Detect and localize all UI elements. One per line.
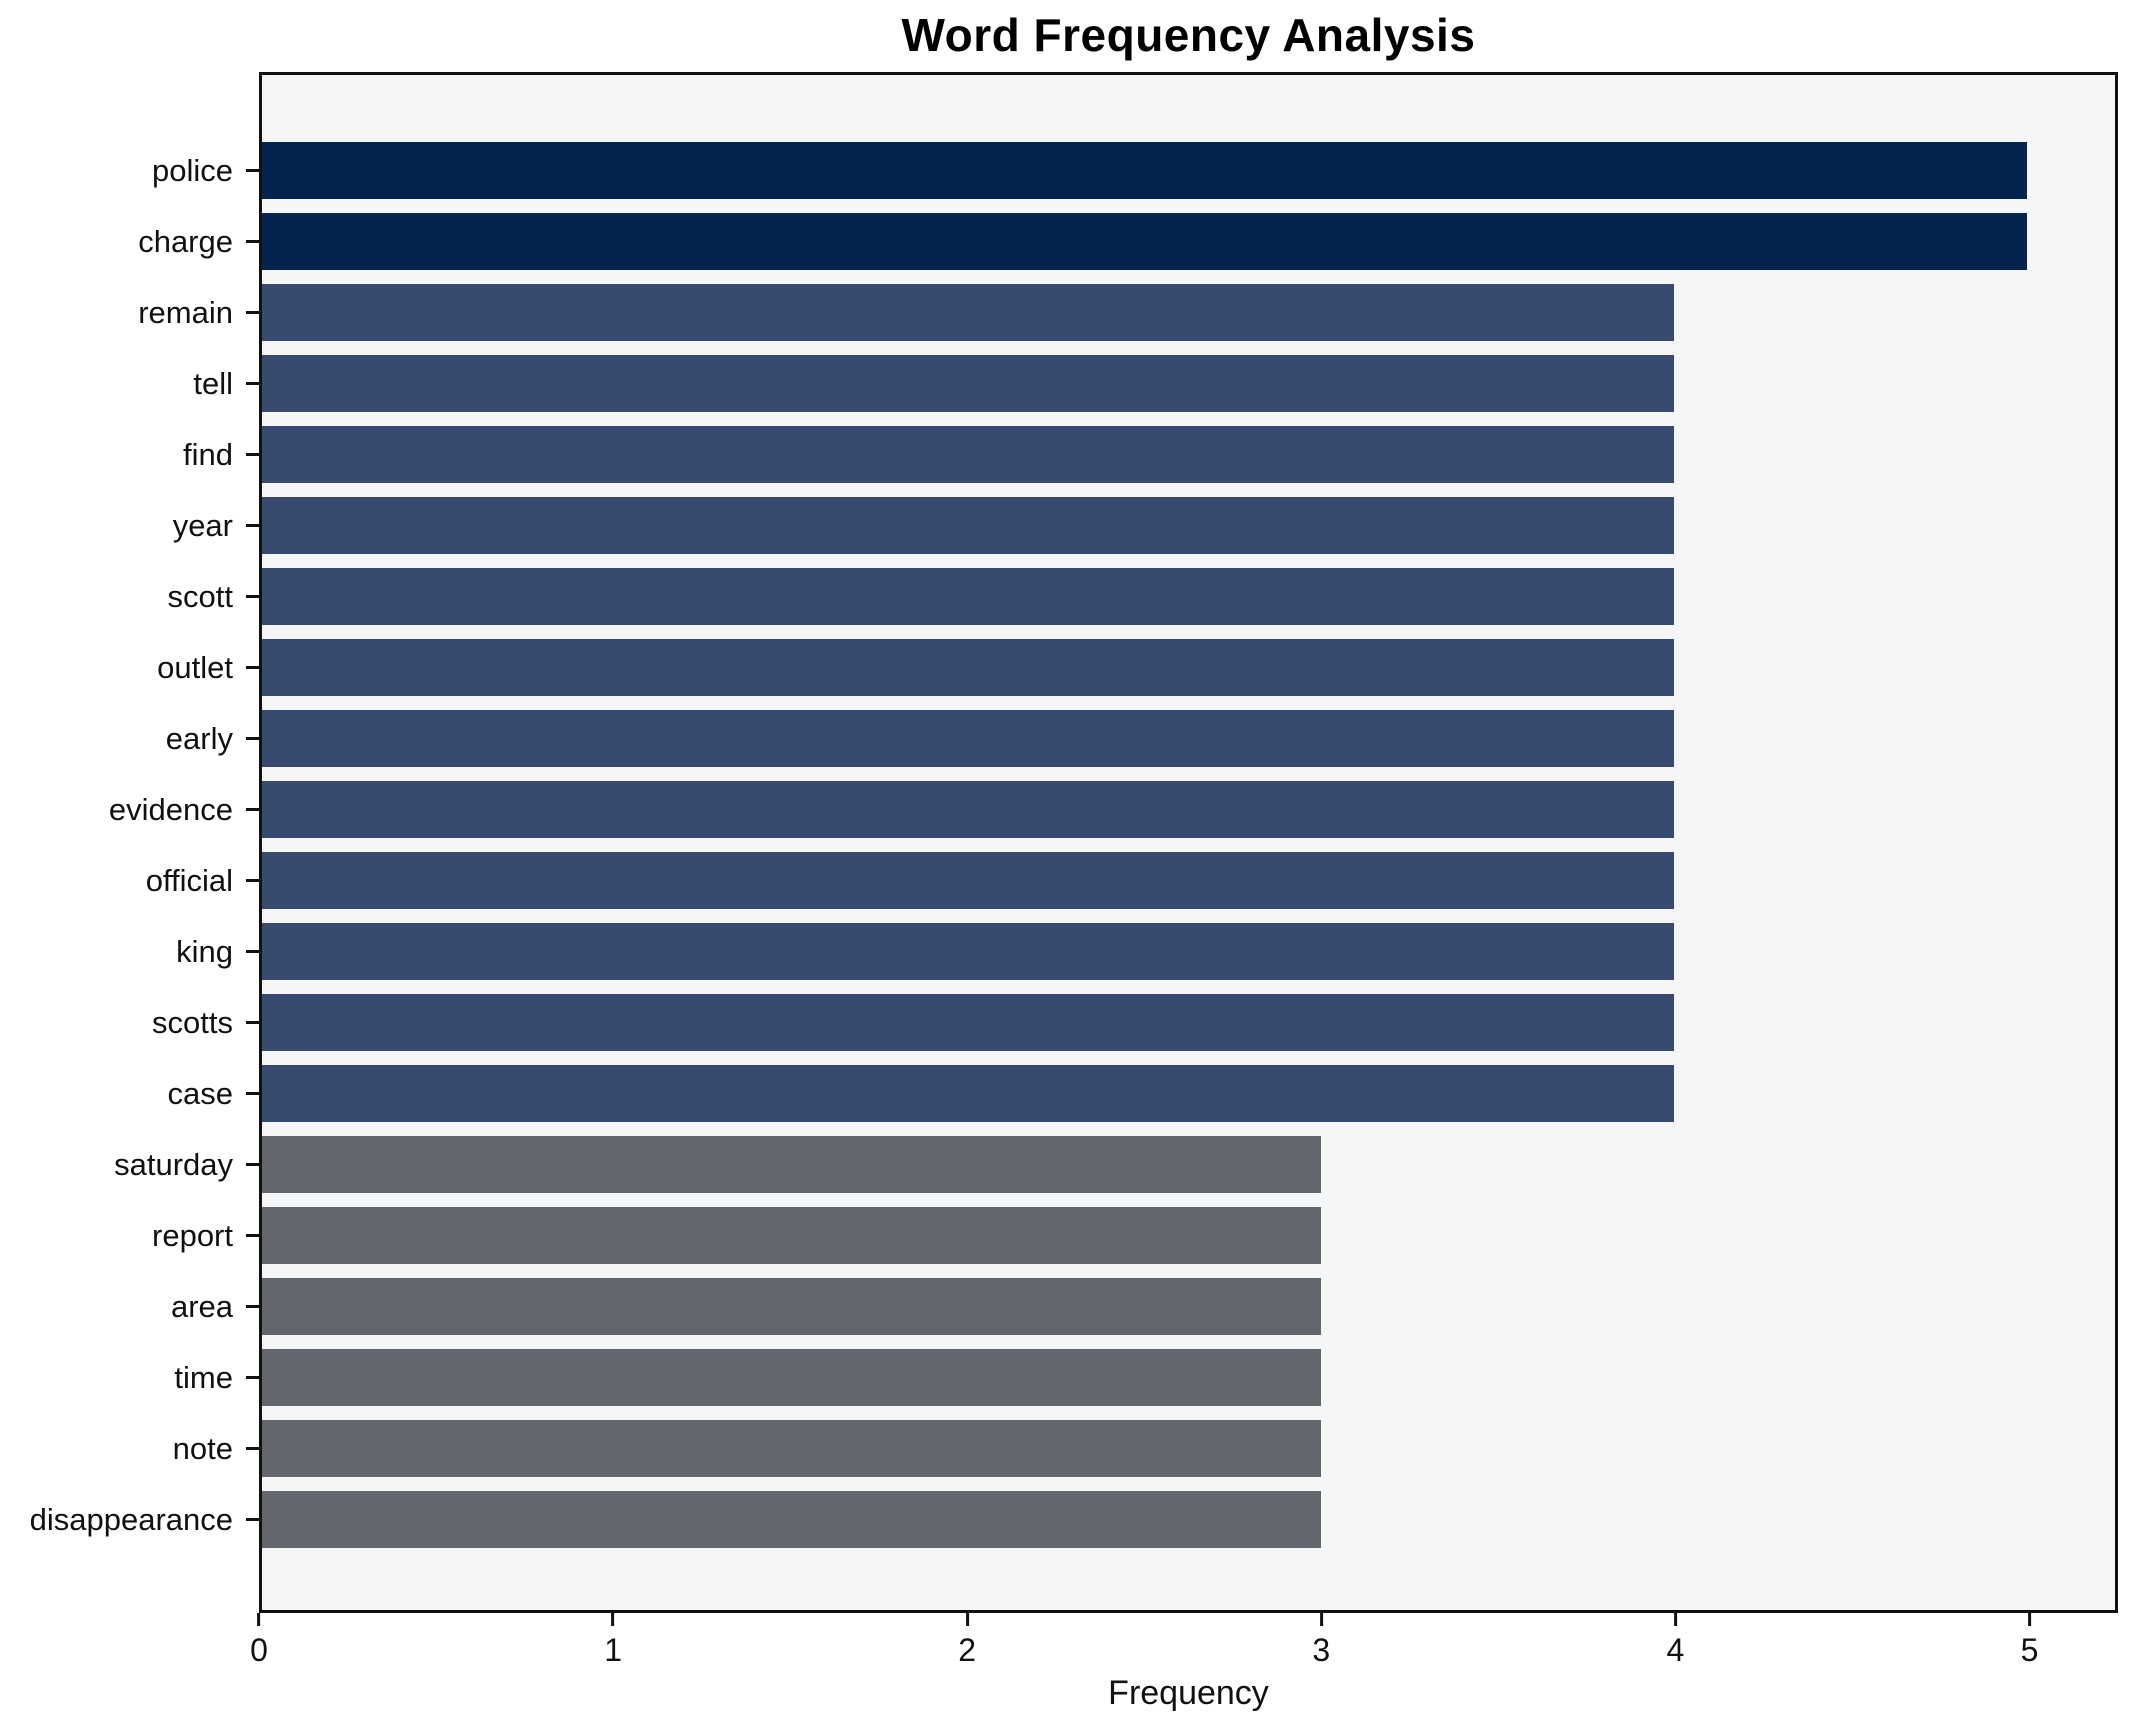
bar-report <box>262 1207 1321 1264</box>
y-tick-label-find: find <box>183 436 233 472</box>
chart-title: Word Frequency Analysis <box>901 9 1476 61</box>
x-axis-label: Frequency <box>1108 1674 1269 1712</box>
bar-police <box>262 142 2027 199</box>
y-tick-label-early: early <box>165 720 233 756</box>
y-tick-mark <box>246 808 259 811</box>
y-tick-label-police: police <box>152 152 233 188</box>
x-tick-0: 0 <box>250 1613 268 1669</box>
bar-case <box>262 1065 1674 1122</box>
y-tick-mark <box>246 666 259 669</box>
y-tick-label-time: time <box>174 1359 233 1395</box>
x-tick-mark <box>1319 1613 1323 1626</box>
bar-official <box>262 852 1674 909</box>
bar-year <box>262 497 1674 554</box>
y-tick-label-disappearance: disappearance <box>29 1501 233 1537</box>
y-tick-mark <box>246 1021 259 1024</box>
bar-disappearance <box>262 1491 1321 1548</box>
y-tick-label-saturday: saturday <box>114 1146 233 1182</box>
y-tick-mark <box>246 737 259 740</box>
y-tick-mark <box>246 311 259 314</box>
bar-remain <box>262 284 1674 341</box>
y-tick-label-note: note <box>172 1430 233 1466</box>
x-tick-4: 4 <box>1666 1613 1684 1669</box>
y-tick-mark <box>246 524 259 527</box>
x-tick-label: 2 <box>958 1632 977 1668</box>
x-axis: 0 1 2 3 4 5 <box>250 1613 2118 1683</box>
x-tick-mark <box>611 1613 615 1626</box>
y-tick-mark <box>246 169 259 172</box>
bar-early <box>262 710 1674 767</box>
y-tick-mark <box>246 453 259 456</box>
y-tick-label-area: area <box>170 1288 233 1324</box>
y-tick-label-charge: charge <box>138 223 233 259</box>
y-tick-label-case: case <box>167 1075 233 1111</box>
bar-saturday <box>262 1136 1321 1193</box>
y-tick-label-evidence: evidence <box>108 791 233 827</box>
x-tick-5: 5 <box>2020 1613 2039 1669</box>
y-tick-label-official: official <box>145 862 233 898</box>
y-tick-label-scotts: scotts <box>152 1004 233 1040</box>
y-tick-label-outlet: outlet <box>157 649 233 685</box>
x-tick-mark <box>965 1613 969 1626</box>
x-tick-mark <box>2027 1613 2031 1626</box>
y-tick-mark <box>246 1163 259 1166</box>
bar-find <box>262 426 1674 483</box>
x-tick-3: 3 <box>1312 1613 1330 1669</box>
x-tick-mark <box>1673 1613 1677 1626</box>
bar-area <box>262 1278 1321 1335</box>
x-tick-1: 1 <box>604 1613 622 1669</box>
bar-note <box>262 1420 1321 1477</box>
bar-scotts <box>262 994 1674 1051</box>
x-tick-mark <box>257 1613 261 1626</box>
y-tick-mark <box>246 1305 259 1308</box>
x-tick-label: 0 <box>250 1632 268 1668</box>
x-tick-label: 4 <box>1666 1632 1685 1668</box>
y-tick-mark <box>246 1092 259 1095</box>
y-tick-mark <box>246 382 259 385</box>
bar-king <box>262 923 1674 980</box>
y-tick-mark <box>246 595 259 598</box>
y-tick-mark <box>246 1447 259 1450</box>
y-tick-mark <box>246 950 259 953</box>
y-tick-mark <box>246 240 259 243</box>
y-tick-label-tell: tell <box>193 365 233 401</box>
plot-area <box>259 72 2118 1613</box>
y-tick-label-scott: scott <box>167 578 233 614</box>
bar-outlet <box>262 639 1674 696</box>
x-tick-label: 1 <box>604 1632 622 1668</box>
bar-charge <box>262 213 2027 270</box>
bar-scott <box>262 568 1674 625</box>
bar-evidence <box>262 781 1674 838</box>
x-tick-label: 5 <box>2020 1632 2039 1668</box>
y-tick-mark <box>246 1518 259 1521</box>
y-axis: police charge remain tell find year scott outle… <box>0 72 259 1613</box>
y-tick-label-remain: remain <box>138 294 233 330</box>
bar-time <box>262 1349 1321 1406</box>
bar-tell <box>262 355 1674 412</box>
y-tick-label-king: king <box>176 933 233 969</box>
y-tick-label-year: year <box>172 507 233 543</box>
y-tick-mark <box>246 1234 259 1237</box>
y-tick-mark <box>246 1376 259 1379</box>
y-tick-mark <box>246 879 259 882</box>
y-tick-label-report: report <box>152 1217 233 1253</box>
x-tick-2: 2 <box>958 1613 976 1669</box>
x-tick-label: 3 <box>1312 1632 1331 1668</box>
